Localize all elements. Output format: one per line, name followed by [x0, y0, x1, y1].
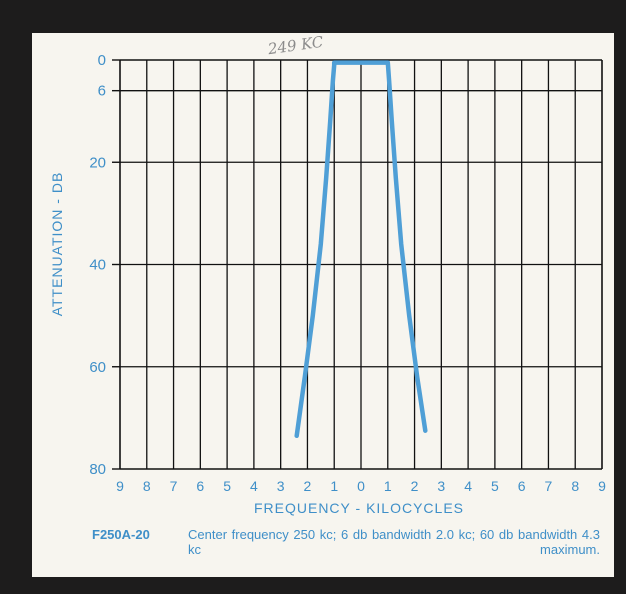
x-tick-label: 5 [223, 478, 231, 494]
x-tick-label: 3 [437, 478, 445, 494]
chart-card: 0 6 20 40 60 80 9 8 7 6 5 4 3 2 1 0 1 2 3 4 5 6 7 8 9 ATTENUATI… [32, 33, 614, 577]
y-axis-label: ATTENUATION - DB [49, 172, 65, 317]
y-tick-label: 0 [98, 52, 106, 69]
x-tick-label: 2 [304, 478, 312, 494]
response-curve [294, 60, 428, 439]
x-tick-label: 2 [411, 478, 419, 494]
chart-grid [112, 59, 603, 470]
attenuation-chart: 0 6 20 40 60 80 9 8 7 6 5 4 3 2 1 0 1 2 3 4 5 6 7 8 9 ATTENUATI… [49, 33, 606, 516]
x-tick-label: 5 [491, 478, 499, 494]
x-tick-label: 7 [170, 478, 178, 494]
x-tick-label: 8 [571, 478, 579, 494]
x-tick-label: 9 [116, 478, 124, 494]
x-tick-label: 1 [384, 478, 392, 494]
x-tick-label: 8 [143, 478, 151, 494]
y-axis-ticks: 0 6 20 40 60 80 [89, 52, 106, 478]
x-axis-label: FREQUENCY - KILOCYCLES [254, 500, 464, 516]
handwritten-note: 249 KC [266, 33, 325, 58]
y-tick-label: 60 [89, 359, 106, 376]
series-line [294, 60, 428, 439]
caption-model: F250A-20 [92, 527, 150, 542]
x-tick-label: 4 [464, 478, 472, 494]
x-tick-label: 4 [250, 478, 258, 494]
x-tick-label: 9 [598, 478, 606, 494]
y-tick-label: 6 [98, 83, 106, 100]
x-tick-label: 7 [545, 478, 553, 494]
x-tick-label: 6 [196, 478, 204, 494]
x-axis-ticks: 9 8 7 6 5 4 3 2 1 0 1 2 3 4 5 6 7 8 9 [116, 478, 606, 494]
x-tick-label: 6 [518, 478, 526, 494]
x-tick-label: 0 [357, 478, 365, 494]
x-tick-label: 1 [330, 478, 338, 494]
caption-text: Center frequency 250 kc; 6 db bandwidth … [188, 527, 600, 557]
y-tick-label: 80 [89, 461, 106, 478]
y-tick-label: 40 [89, 257, 106, 274]
y-tick-label: 20 [89, 154, 106, 171]
x-tick-label: 3 [277, 478, 285, 494]
